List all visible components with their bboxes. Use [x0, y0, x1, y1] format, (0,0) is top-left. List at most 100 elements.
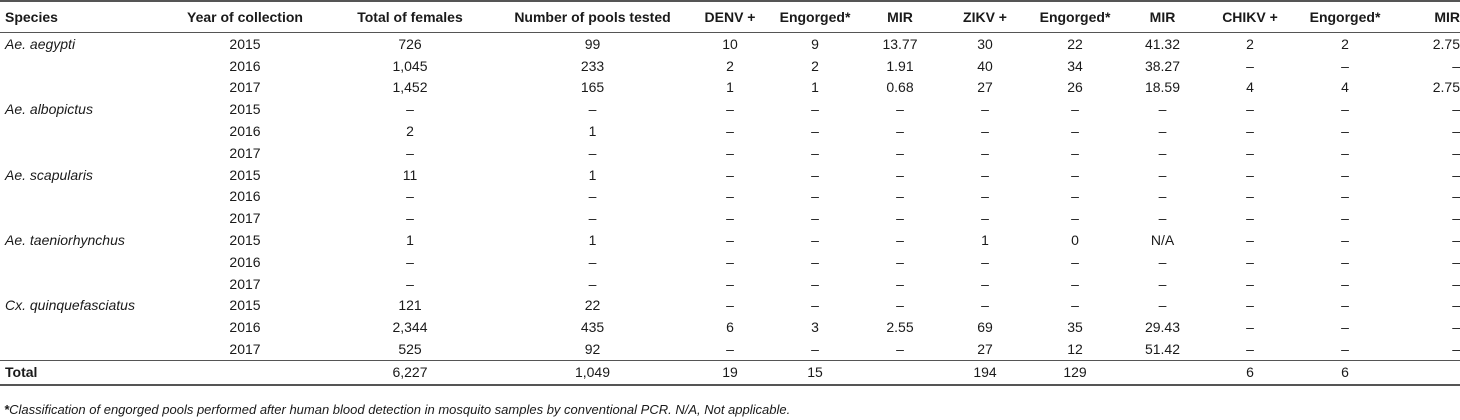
cell-chikv-mir: – [1452, 341, 1460, 358]
cell-denv-engorged: – [811, 297, 819, 314]
cell-chikv-mir: – [1452, 123, 1460, 140]
cell-species [0, 77, 165, 99]
cell-denv-engorged: – [811, 253, 819, 270]
total-chikv-mir [1395, 359, 1460, 386]
cell-denv-engorged: – [811, 275, 819, 292]
cell-zikv-engorged: – [1071, 253, 1079, 270]
cell-denv-engorged: – [811, 188, 819, 205]
cell-zikv-engorged: 34 [1067, 57, 1083, 74]
cell-total-females: – [406, 101, 414, 118]
total-zikv-mir [1120, 359, 1205, 386]
cell-pools-tested: – [588, 210, 597, 227]
cell-zikv-positive: 69 [977, 319, 993, 336]
table-row: 2017 – – – – – – – – – – – [0, 207, 1460, 229]
cell-denv-engorged: 9 [811, 35, 819, 52]
header-species: Species [0, 0, 165, 33]
cell-denv-positive: – [726, 188, 734, 205]
cell-pools-tested: – [588, 188, 597, 205]
cell-denv-engorged: – [811, 232, 819, 249]
cell-chikv-engorged: 4 [1341, 79, 1349, 96]
cell-denv-engorged: 3 [811, 319, 819, 336]
cell-zikv-engorged: – [1071, 144, 1079, 161]
cell-total-females: 2,344 [392, 319, 428, 336]
table-row: Cx. quinquefasciatus 2015 121 22 – – – – – – – – – [0, 295, 1460, 317]
cell-zikv-engorged: – [1071, 101, 1079, 118]
header-zikv-mir: MIR [1120, 0, 1205, 33]
cell-total-females: – [406, 210, 414, 227]
cell-zikv-mir: – [1158, 166, 1167, 183]
total-year [165, 359, 325, 386]
cell-zikv-engorged: 35 [1067, 319, 1083, 336]
total-chikv-positive: 6 [1205, 359, 1295, 386]
cell-year: 2015 [229, 35, 261, 52]
cell-total-females: – [406, 253, 414, 270]
cell-year: 2017 [229, 79, 261, 96]
cell-chikv-positive: – [1246, 275, 1254, 292]
cell-total-females: – [406, 144, 414, 161]
results-table: Species Year of collection Total of female… [0, 0, 1460, 386]
cell-chikv-engorged: 2 [1341, 35, 1349, 52]
cell-zikv-mir: – [1158, 144, 1167, 161]
footnote-marker: * [4, 402, 10, 417]
header-denv-mir: MIR [860, 0, 940, 33]
cell-total-females: – [406, 188, 414, 205]
cell-zikv-positive: 40 [977, 57, 993, 74]
cell-chikv-engorged: – [1341, 319, 1349, 336]
cell-zikv-mir: – [1158, 253, 1167, 270]
total-pools-tested: 1,049 [495, 359, 690, 386]
cell-zikv-positive: – [981, 166, 989, 183]
header-chikv-engorged: Engorged* [1295, 0, 1395, 33]
cell-denv-mir: – [896, 275, 904, 292]
cell-denv-positive: – [726, 166, 734, 183]
cell-chikv-positive: – [1246, 253, 1254, 270]
table-row: 2017 – – – – – – – – – – – [0, 142, 1460, 164]
cell-total-females: 1,452 [392, 79, 428, 96]
cell-chikv-positive: – [1246, 101, 1254, 118]
cell-chikv-mir: – [1452, 101, 1460, 118]
cell-chikv-mir: – [1452, 275, 1460, 292]
cell-chikv-mir: – [1452, 210, 1460, 227]
cell-chikv-mir: – [1452, 297, 1460, 314]
cell-chikv-mir: – [1452, 57, 1460, 74]
cell-total-females: 2 [406, 123, 414, 140]
header-chikv-positive: CHIKV + [1205, 0, 1295, 33]
cell-denv-mir: 1.91 [886, 57, 914, 74]
cell-chikv-engorged: – [1341, 232, 1349, 249]
cell-species [0, 316, 165, 338]
cell-zikv-engorged: – [1071, 188, 1079, 205]
cell-total-females: – [406, 275, 414, 292]
cell-year: 2016 [229, 188, 261, 205]
cell-chikv-positive: – [1246, 210, 1254, 227]
cell-zikv-positive: – [981, 123, 989, 140]
cell-zikv-mir: 18.59 [1144, 79, 1181, 96]
cell-denv-positive: – [726, 101, 734, 118]
cell-chikv-positive: – [1246, 319, 1254, 336]
cell-pools-tested: 1 [588, 232, 597, 249]
cell-pools-tested: 233 [580, 57, 605, 74]
cell-zikv-engorged: – [1071, 275, 1079, 292]
cell-zikv-mir: 41.32 [1144, 35, 1181, 52]
cell-chikv-mir: – [1452, 319, 1460, 336]
cell-denv-engorged: – [811, 341, 819, 358]
cell-species [0, 55, 165, 77]
total-zikv-positive: 194 [940, 359, 1030, 386]
cell-species [0, 251, 165, 273]
cell-zikv-positive: 30 [977, 35, 993, 52]
cell-chikv-engorged: – [1341, 144, 1349, 161]
cell-chikv-positive: – [1246, 188, 1254, 205]
cell-denv-mir: 0.68 [886, 79, 914, 96]
cell-denv-engorged: – [811, 123, 819, 140]
cell-chikv-engorged: – [1341, 297, 1349, 314]
cell-pools-tested: 435 [580, 319, 605, 336]
table-row: Ae. taeniorhynchus 2015 1 1 – – – 1 0 N/A – – – [0, 229, 1460, 251]
cell-chikv-mir: – [1452, 166, 1460, 183]
cell-zikv-engorged: 26 [1067, 79, 1083, 96]
cell-year: 2016 [229, 123, 261, 140]
cell-denv-mir: – [896, 188, 904, 205]
cell-zikv-engorged: – [1071, 297, 1079, 314]
cell-zikv-mir: – [1158, 188, 1167, 205]
cell-denv-mir: – [896, 297, 904, 314]
cell-denv-positive: – [726, 341, 734, 358]
cell-denv-mir: – [896, 341, 904, 358]
